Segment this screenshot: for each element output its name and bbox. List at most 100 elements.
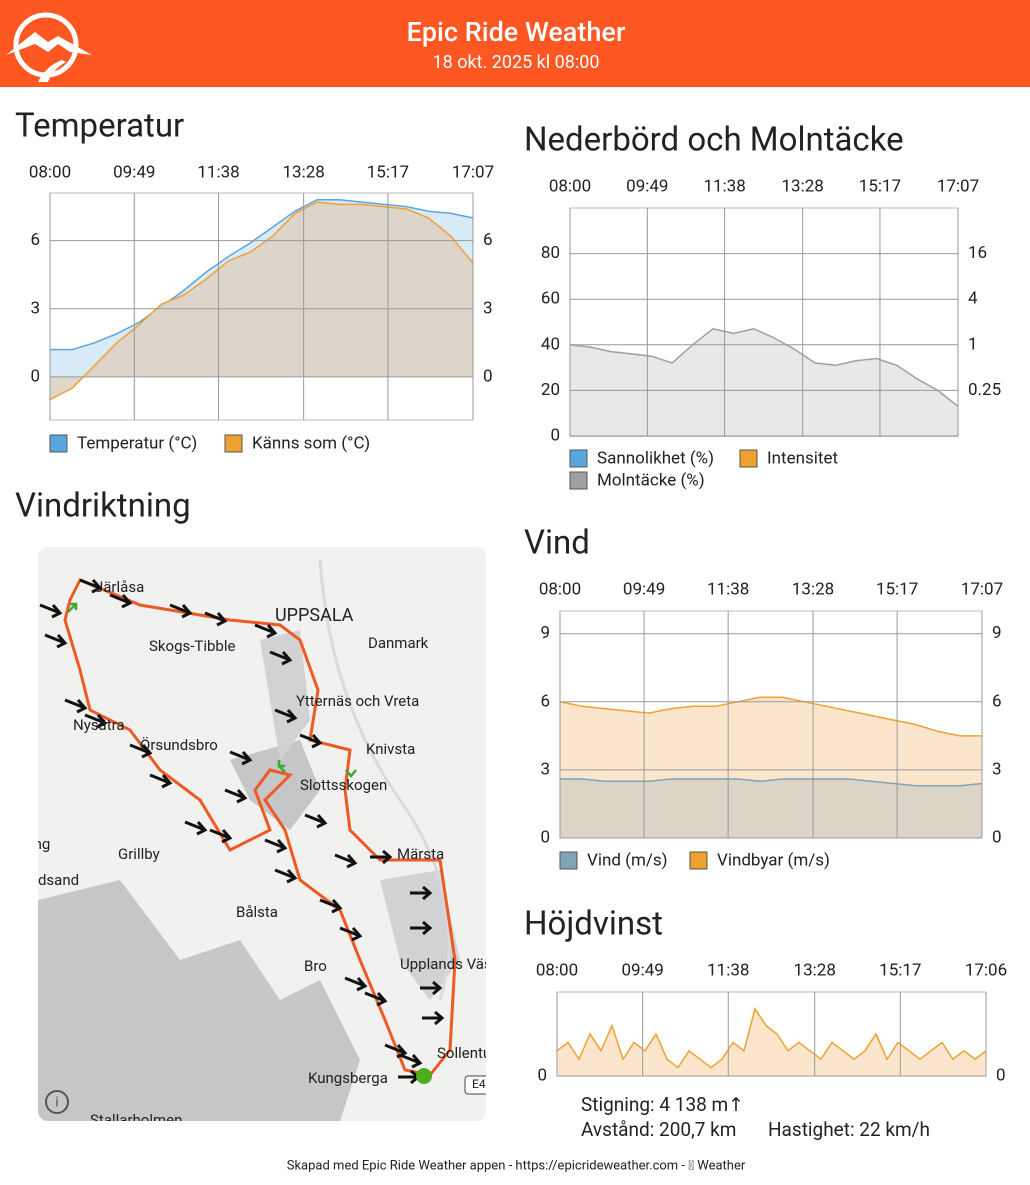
plot-marks — [556, 1006, 987, 1076]
x-tick-label: 13:28 — [792, 579, 834, 599]
x-tick-label: 11:38 — [707, 960, 749, 980]
series-line — [560, 778, 983, 787]
place-label: Kungsberga — [308, 1069, 388, 1087]
x-tick-label: 17:07 — [452, 162, 494, 182]
y-tick-label: 0 — [537, 1065, 547, 1085]
y-tick-label-right: 3 — [992, 759, 1002, 779]
grid — [49, 193, 474, 420]
y2-tick-label: 1 — [968, 334, 978, 354]
place-label: E4 — [472, 1077, 486, 1091]
y-tick-label: 6 — [30, 230, 40, 250]
map: i Järlåsa UPPSALA Skogs-Tibble Danmark Ytter… — [30, 547, 508, 1129]
series-area — [50, 202, 474, 400]
x-tick-label: 13:28 — [794, 960, 836, 980]
series-area — [570, 328, 959, 436]
place-label: Grillby — [118, 845, 160, 863]
y-tick-label-right: 0 — [483, 366, 493, 386]
footer: Skapad med Epic Ride Weather appen - htt… — [287, 1158, 746, 1173]
x-tick-label: 17:07 — [961, 579, 1003, 599]
legend-swatch — [739, 449, 758, 468]
x-tick-label: 08:00 — [29, 162, 71, 182]
place-label: Järlåsa — [95, 578, 144, 596]
series-line — [556, 1006, 987, 1069]
x-tick-label: 15:17 — [876, 579, 918, 599]
series-line — [559, 696, 983, 737]
map-title: Vindriktning — [15, 487, 191, 526]
y-tick-label: 80 — [541, 243, 560, 263]
place-label: Knivsta — [366, 740, 415, 758]
y2-tick-label: 16 — [968, 243, 987, 263]
legend-label: Vind (m/s) — [587, 850, 668, 870]
x-tick-label: 15:17 — [367, 162, 409, 182]
stat-climb: Stigning: 4 138 m↑ — [581, 1093, 744, 1116]
legend-label: Temperatur (°C) — [77, 433, 197, 453]
place-label: edsand — [30, 871, 79, 889]
y-tick-label-right: 6 — [992, 691, 1002, 711]
place-label: Sollentuna — [437, 1044, 508, 1062]
place-label: Danmark — [368, 634, 429, 652]
y-tick-label: 9 — [540, 623, 550, 643]
y-tick-label: 60 — [541, 289, 560, 309]
date: 18 okt. 2025 kl 08:00 — [433, 52, 600, 73]
svg-text:i: i — [55, 1095, 58, 1111]
x-tick-label: 17:07 — [937, 176, 979, 196]
x-tick-label: 08:00 — [536, 960, 578, 980]
x-tick-label: 09:49 — [621, 960, 663, 980]
grid — [559, 611, 983, 839]
x-tick-label: 09:49 — [623, 579, 665, 599]
x-tick-label: 13:28 — [781, 176, 823, 196]
place-label: ing — [30, 835, 50, 853]
place-label: Nysätra — [73, 716, 125, 734]
x-tick-label: 08:00 — [539, 579, 581, 599]
place-label: Örsundsbro — [140, 736, 218, 754]
y-tick-label: 0 — [540, 827, 550, 847]
stat-speed: Hastighet: 22 km/h — [768, 1118, 930, 1141]
grid — [556, 992, 987, 1077]
place-label: Slottsskogen — [300, 776, 387, 794]
legend-swatch — [569, 471, 588, 490]
series-area — [560, 779, 983, 838]
y-tick-label-right: 0 — [996, 1065, 1006, 1085]
place-label: Bro — [304, 957, 327, 975]
series-area — [557, 1008, 986, 1076]
y-tick-label: 0 — [550, 425, 560, 445]
header-bar — [0, 0, 1030, 87]
grid — [569, 208, 959, 437]
place-label: Stallarholmen — [90, 1111, 182, 1129]
series-line — [49, 201, 474, 401]
y-tick-label-right: 6 — [483, 230, 493, 250]
y-tick-label: 40 — [541, 334, 560, 354]
x-tick-label: 11:38 — [707, 579, 749, 599]
y-tick-label: 3 — [30, 298, 40, 318]
logo — [6, 12, 92, 82]
legend-label: Intensitet — [767, 448, 838, 468]
plot-marks — [49, 199, 474, 401]
y2-tick-label: 0.25 — [968, 380, 1001, 400]
stat-distance: Avstånd: 200,7 km — [581, 1118, 736, 1141]
x-tick-label: 09:49 — [113, 162, 155, 182]
x-tick-label: 15:17 — [859, 176, 901, 196]
y-tick-label: 20 — [541, 380, 560, 400]
legend-label: Känns som (°C) — [252, 433, 370, 453]
place-label: Upplands Väsby — [400, 955, 507, 973]
y-tick-label-right: 0 — [992, 827, 1002, 847]
legend-label: Molntäcke (%) — [597, 470, 705, 490]
chart-title: Temperatur — [15, 107, 184, 146]
y-tick-label: 3 — [540, 759, 550, 779]
y-tick-label: 0 — [30, 366, 40, 386]
legend-label: Vindbyar (m/s) — [717, 850, 830, 870]
legend-swatch — [569, 449, 588, 468]
legend-swatch — [689, 851, 708, 870]
place-label: Ytternäs och Vreta — [296, 692, 419, 710]
y-tick-label-right: 3 — [483, 298, 493, 318]
x-tick-label: 17:06 — [965, 960, 1007, 980]
chart-title: Nederbörd och Molntäcke — [524, 121, 904, 160]
chart-title: Höjdvinst — [524, 905, 663, 944]
legend-swatch — [224, 434, 243, 453]
legend-label: Sannolikhet (%) — [597, 448, 714, 468]
series-line — [569, 327, 959, 407]
y2-tick-label: 4 — [968, 289, 978, 309]
place-label: Bålsta — [236, 903, 278, 921]
chart-title: Vind — [524, 524, 590, 563]
y-tick-label: 6 — [540, 691, 550, 711]
